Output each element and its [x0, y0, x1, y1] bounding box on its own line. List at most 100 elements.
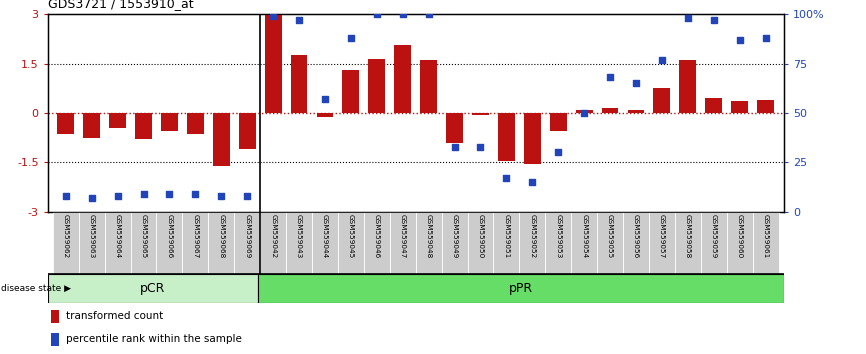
Bar	[524, 113, 540, 164]
Point	[552, 150, 565, 155]
Bar	[576, 110, 592, 113]
Point	[85, 195, 99, 201]
Bar	[472, 113, 489, 115]
Text: GSM559062: GSM559062	[62, 214, 68, 258]
Bar	[390, 212, 416, 274]
Bar	[364, 212, 390, 274]
Text: GSM559045: GSM559045	[348, 214, 354, 258]
Text: GSM559067: GSM559067	[192, 214, 198, 258]
Point	[448, 144, 462, 149]
Bar	[654, 88, 670, 113]
FancyBboxPatch shape	[48, 274, 258, 303]
Bar	[260, 212, 286, 274]
Point	[578, 110, 591, 116]
Point	[681, 15, 695, 21]
Text: GSM559048: GSM559048	[426, 214, 431, 258]
Bar	[187, 113, 204, 134]
Point	[474, 144, 488, 149]
Point	[526, 179, 540, 185]
Text: GSM559058: GSM559058	[685, 214, 691, 258]
Bar	[161, 113, 178, 131]
Bar	[701, 212, 727, 274]
Bar	[416, 212, 442, 274]
Bar	[394, 45, 411, 113]
Bar	[105, 212, 131, 274]
Bar	[51, 310, 59, 323]
Point	[396, 11, 410, 17]
FancyBboxPatch shape	[258, 274, 784, 303]
Bar	[731, 101, 748, 113]
Bar	[83, 113, 100, 138]
Text: GSM559055: GSM559055	[607, 214, 613, 258]
Text: GSM559046: GSM559046	[374, 214, 380, 258]
Bar	[109, 113, 126, 128]
Point	[111, 193, 125, 199]
Text: transformed count: transformed count	[66, 312, 163, 321]
Text: GSM559042: GSM559042	[270, 214, 276, 258]
Bar	[498, 113, 514, 161]
Bar	[705, 98, 722, 113]
Bar	[420, 60, 437, 113]
Text: GSM559056: GSM559056	[633, 214, 639, 258]
Text: GSM559066: GSM559066	[166, 214, 172, 258]
Bar	[57, 113, 74, 134]
Text: GSM559044: GSM559044	[322, 214, 328, 258]
Text: percentile rank within the sample: percentile rank within the sample	[66, 335, 242, 344]
Text: pCR: pCR	[140, 282, 165, 295]
Text: GSM559050: GSM559050	[477, 214, 483, 258]
Text: GSM559065: GSM559065	[140, 214, 146, 258]
Bar	[680, 60, 696, 113]
Text: GSM559069: GSM559069	[244, 214, 250, 258]
Bar	[649, 212, 675, 274]
Point	[707, 17, 721, 23]
Bar	[628, 110, 644, 113]
Bar	[442, 212, 468, 274]
Bar	[572, 212, 598, 274]
Bar	[468, 212, 494, 274]
Text: GSM559059: GSM559059	[711, 214, 717, 258]
Text: disease state ▶: disease state ▶	[1, 284, 71, 293]
Bar	[598, 212, 623, 274]
Point	[163, 191, 177, 197]
Bar	[602, 108, 618, 113]
Bar	[520, 212, 546, 274]
Point	[344, 35, 358, 41]
Text: GDS3721 / 1553910_at: GDS3721 / 1553910_at	[48, 0, 193, 10]
Bar	[675, 212, 701, 274]
Bar	[446, 113, 463, 143]
Point	[189, 191, 203, 197]
Bar	[234, 212, 260, 274]
Point	[137, 191, 151, 197]
Text: GSM559053: GSM559053	[555, 214, 561, 258]
Point	[59, 193, 73, 199]
Bar	[135, 113, 152, 139]
Bar	[623, 212, 649, 274]
Bar	[183, 212, 209, 274]
Text: GSM559063: GSM559063	[88, 214, 94, 258]
Bar	[546, 212, 572, 274]
Text: GSM559057: GSM559057	[659, 214, 665, 258]
Bar	[727, 212, 753, 274]
Bar	[291, 55, 307, 113]
Point	[370, 11, 384, 17]
Point	[292, 17, 306, 23]
Point	[422, 11, 436, 17]
Bar	[368, 59, 385, 113]
Bar	[342, 70, 359, 113]
Text: GSM559049: GSM559049	[451, 214, 457, 258]
Point	[733, 37, 746, 43]
Bar	[286, 212, 312, 274]
Bar	[79, 212, 105, 274]
Bar	[550, 113, 566, 131]
Point	[215, 193, 229, 199]
Point	[500, 175, 514, 181]
Point	[240, 193, 254, 199]
Text: GSM559064: GSM559064	[114, 214, 120, 258]
Point	[759, 35, 772, 41]
Bar	[494, 212, 520, 274]
Text: pPR: pPR	[508, 282, 533, 295]
Text: GSM559061: GSM559061	[763, 214, 769, 258]
Text: GSM559060: GSM559060	[737, 214, 743, 258]
Bar	[157, 212, 183, 274]
Text: GSM559051: GSM559051	[503, 214, 509, 258]
